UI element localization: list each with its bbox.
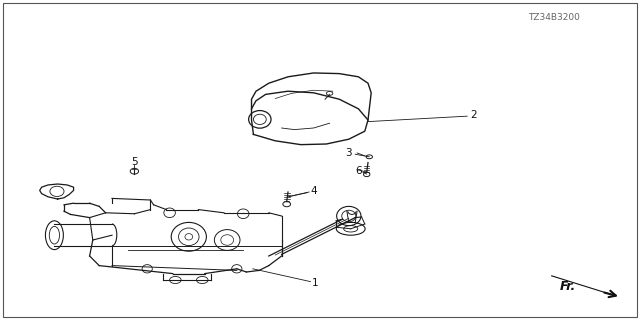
Text: 3: 3 [346,148,352,158]
Text: 1: 1 [312,278,318,288]
Text: 5: 5 [131,156,138,167]
Text: Fr.: Fr. [560,280,576,293]
Text: 2: 2 [470,110,477,120]
Text: 4: 4 [310,186,317,196]
Text: TZ34B3200: TZ34B3200 [527,13,580,22]
Text: 6: 6 [355,165,362,176]
